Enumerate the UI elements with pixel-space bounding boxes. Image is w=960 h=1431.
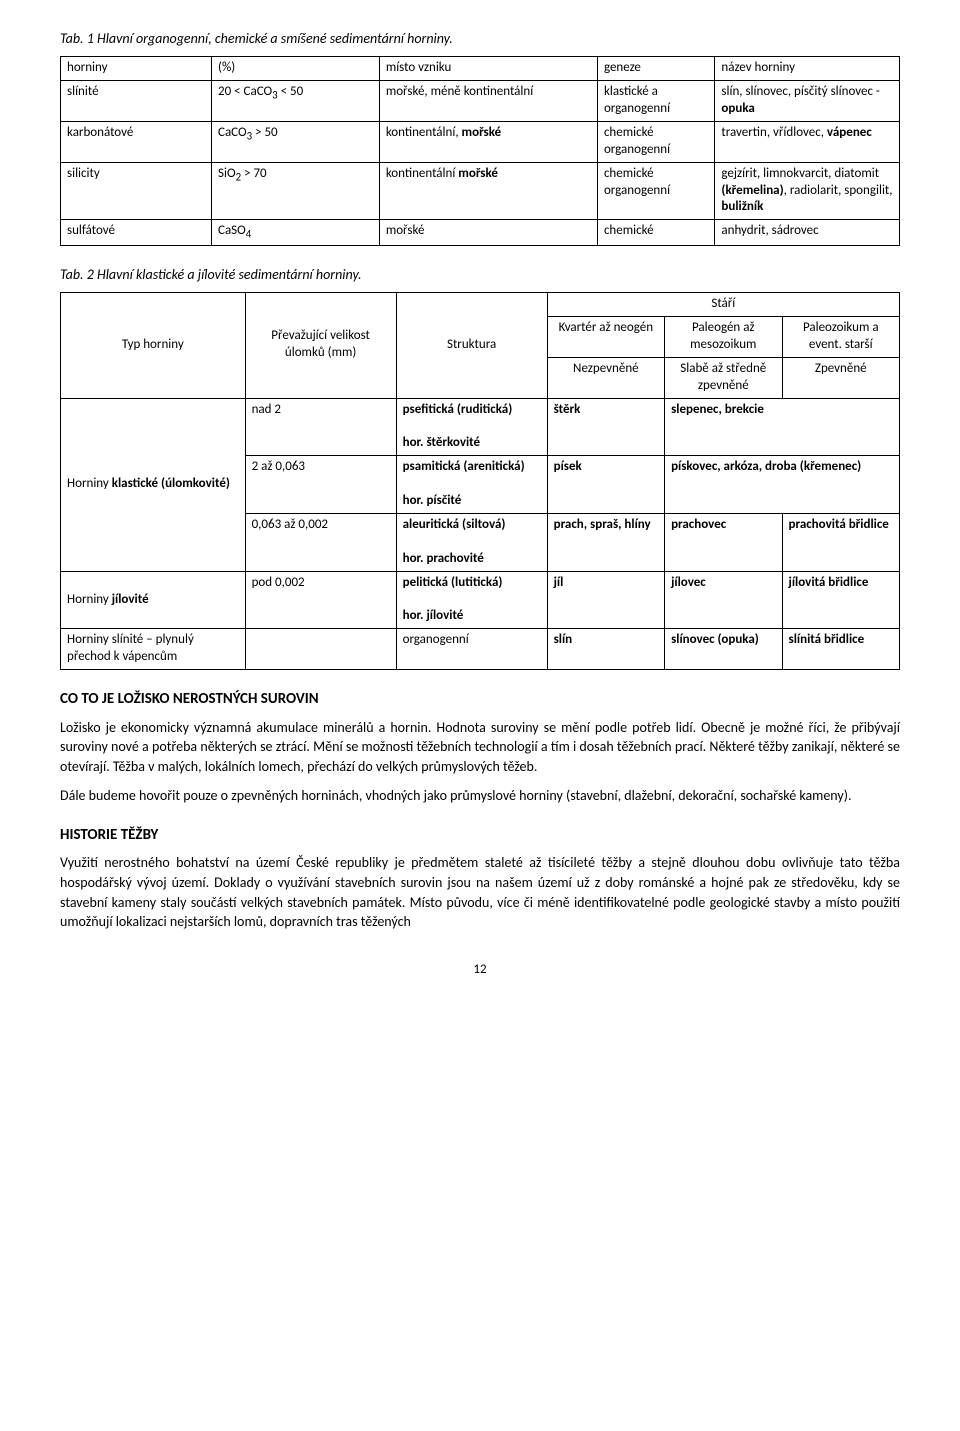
t1-r3c4: chemické organogenní [597, 162, 714, 220]
section1-p1: Ložisko je ekonomicky významná akumulace… [60, 718, 900, 777]
t1-h1: horniny [61, 57, 212, 81]
t1-row4: sulfátové CaSO4 mořské chemické anhydrit… [61, 220, 900, 246]
t2-r3-vel: 0,063 až 0,002 [245, 513, 396, 571]
t1-r4c4: chemické [597, 220, 714, 246]
t2-r2-a: písek [547, 456, 664, 514]
t1-row1: slínité 20 < CaCO3 < 50 mořské, méně kon… [61, 81, 900, 122]
t2-r4-str: pelitická (lutitická)hor. jílovité [396, 571, 547, 629]
table2: Typ horniny Převažující velikost úlomků … [60, 292, 900, 670]
t2-r2-b: pískovec, arkóza, droba (křemenec) [665, 456, 900, 514]
t1-r2c4: chemické organogenní [597, 121, 714, 162]
t2-h-typ: Typ horniny [61, 293, 246, 398]
table2-caption: Tab. 2 Hlavní klastické a jílovité sedim… [60, 266, 900, 284]
section1-title: CO TO JE LOŽISKO NEROSTNÝCH SUROVIN [60, 690, 900, 710]
t1-r1c5: slín, slínovec, písčitý slínovec - opuka [715, 81, 900, 122]
t1-r3c2: SiO2 > 70 [212, 162, 380, 220]
section2-title: HISTORIE TĚŽBY [60, 826, 900, 846]
t2-r4-vel: pod 0,002 [245, 571, 396, 629]
t1-r2c1: karbonátové [61, 121, 212, 162]
t1-r1c2: 20 < CaCO3 < 50 [212, 81, 380, 122]
t1-row2: karbonátové CaCO3 > 50 kontinentální, mo… [61, 121, 900, 162]
t2-r5-str: organogenní [396, 629, 547, 670]
t1-r4c1: sulfátové [61, 220, 212, 246]
t2-r3-c: prachovitá břidlice [782, 513, 899, 571]
t2-group2-label: Horniny jílovité [61, 571, 246, 629]
t2-h-b1: Paleogén až mesozoikum [665, 317, 782, 358]
section2-p1: Využití nerostného bohatství na území Če… [60, 853, 900, 931]
t2-r5: Horniny slínité – plynulý přechod k vápe… [61, 629, 900, 670]
t2-h-b2: Slabě až středně zpevněné [665, 357, 782, 398]
t2-r5-c: slínitá břidlice [782, 629, 899, 670]
table1: horniny (%) místo vzniku geneze název ho… [60, 56, 900, 246]
t2-h-a2: Nezpevněné [547, 357, 664, 398]
t2-r5-b: slínovec (opuka) [665, 629, 782, 670]
page-number: 12 [60, 962, 900, 979]
t2-r2-str: psamitická (arenitická)hor. písčité [396, 456, 547, 514]
t1-r1c4: klastické a organogenní [597, 81, 714, 122]
t2-r5-vel [245, 629, 396, 670]
t1-r3c1: silicity [61, 162, 212, 220]
t2-h-vel: Převažující velikost úlomků (mm) [245, 293, 396, 398]
t1-h2: (%) [212, 57, 380, 81]
t1-r2c5: travertin, vřídlovec, vápenec [715, 121, 900, 162]
t2-r3-b: prachovec [665, 513, 782, 571]
t2-r4-b: jílovec [665, 571, 782, 629]
t1-r2c3: kontinentální, mořské [379, 121, 597, 162]
table1-caption: Tab. 1 Hlavní organogenní, chemické a sm… [60, 30, 900, 48]
t2-r3-a: prach, spraš, hlíny [547, 513, 664, 571]
t1-row3: silicity SiO2 > 70 kontinentální mořské … [61, 162, 900, 220]
t2-h-a1: Kvartér až neogén [547, 317, 664, 358]
t1-r4c5: anhydrit, sádrovec [715, 220, 900, 246]
t1-r2c2: CaCO3 > 50 [212, 121, 380, 162]
t2-r1-a: štěrk [547, 398, 664, 456]
section1-p2: Dále budeme hovořit pouze o zpevněných h… [60, 786, 900, 806]
t2-r1: Horniny klastické (úlomkovité) nad 2 pse… [61, 398, 900, 456]
t1-r1c1: slínité [61, 81, 212, 122]
t2-h-str: Struktura [396, 293, 547, 398]
t1-h3: místo vzniku [379, 57, 597, 81]
t2-r5-a: slín [547, 629, 664, 670]
t1-h4: geneze [597, 57, 714, 81]
t1-r4c2: CaSO4 [212, 220, 380, 246]
t2-h-c2: Zpevněné [782, 357, 899, 398]
t2-h-stari: Stáří [547, 293, 899, 317]
t2-h-c1: Paleozoikum a event. starší [782, 317, 899, 358]
t1-r1c3: mořské, méně kontinentální [379, 81, 597, 122]
t2-r4: Horniny jílovité pod 0,002 pelitická (lu… [61, 571, 900, 629]
t2-r2-vel: 2 až 0,063 [245, 456, 396, 514]
t2-r1-b: slepenec, brekcie [665, 398, 900, 456]
t1-r4c3: mořské [379, 220, 597, 246]
t2-r4-c: jílovitá břidlice [782, 571, 899, 629]
t1-r3c3: kontinentální mořské [379, 162, 597, 220]
table1-header-row: horniny (%) místo vzniku geneze název ho… [61, 57, 900, 81]
t2-r3-str: aleuritická (siltová)hor. prachovité [396, 513, 547, 571]
t2-r1-str: psefitická (ruditická)hor. štěrkovité [396, 398, 547, 456]
t2-group3-label: Horniny slínité – plynulý přechod k vápe… [61, 629, 246, 670]
t2-r4-a: jíl [547, 571, 664, 629]
t1-r3c5: gejzírit, limnokvarcit, diatomit (křemel… [715, 162, 900, 220]
t2-r1-vel: nad 2 [245, 398, 396, 456]
t1-h5: název horniny [715, 57, 900, 81]
t2-hr1: Typ horniny Převažující velikost úlomků … [61, 293, 900, 317]
t2-group1-label: Horniny klastické (úlomkovité) [61, 398, 246, 571]
